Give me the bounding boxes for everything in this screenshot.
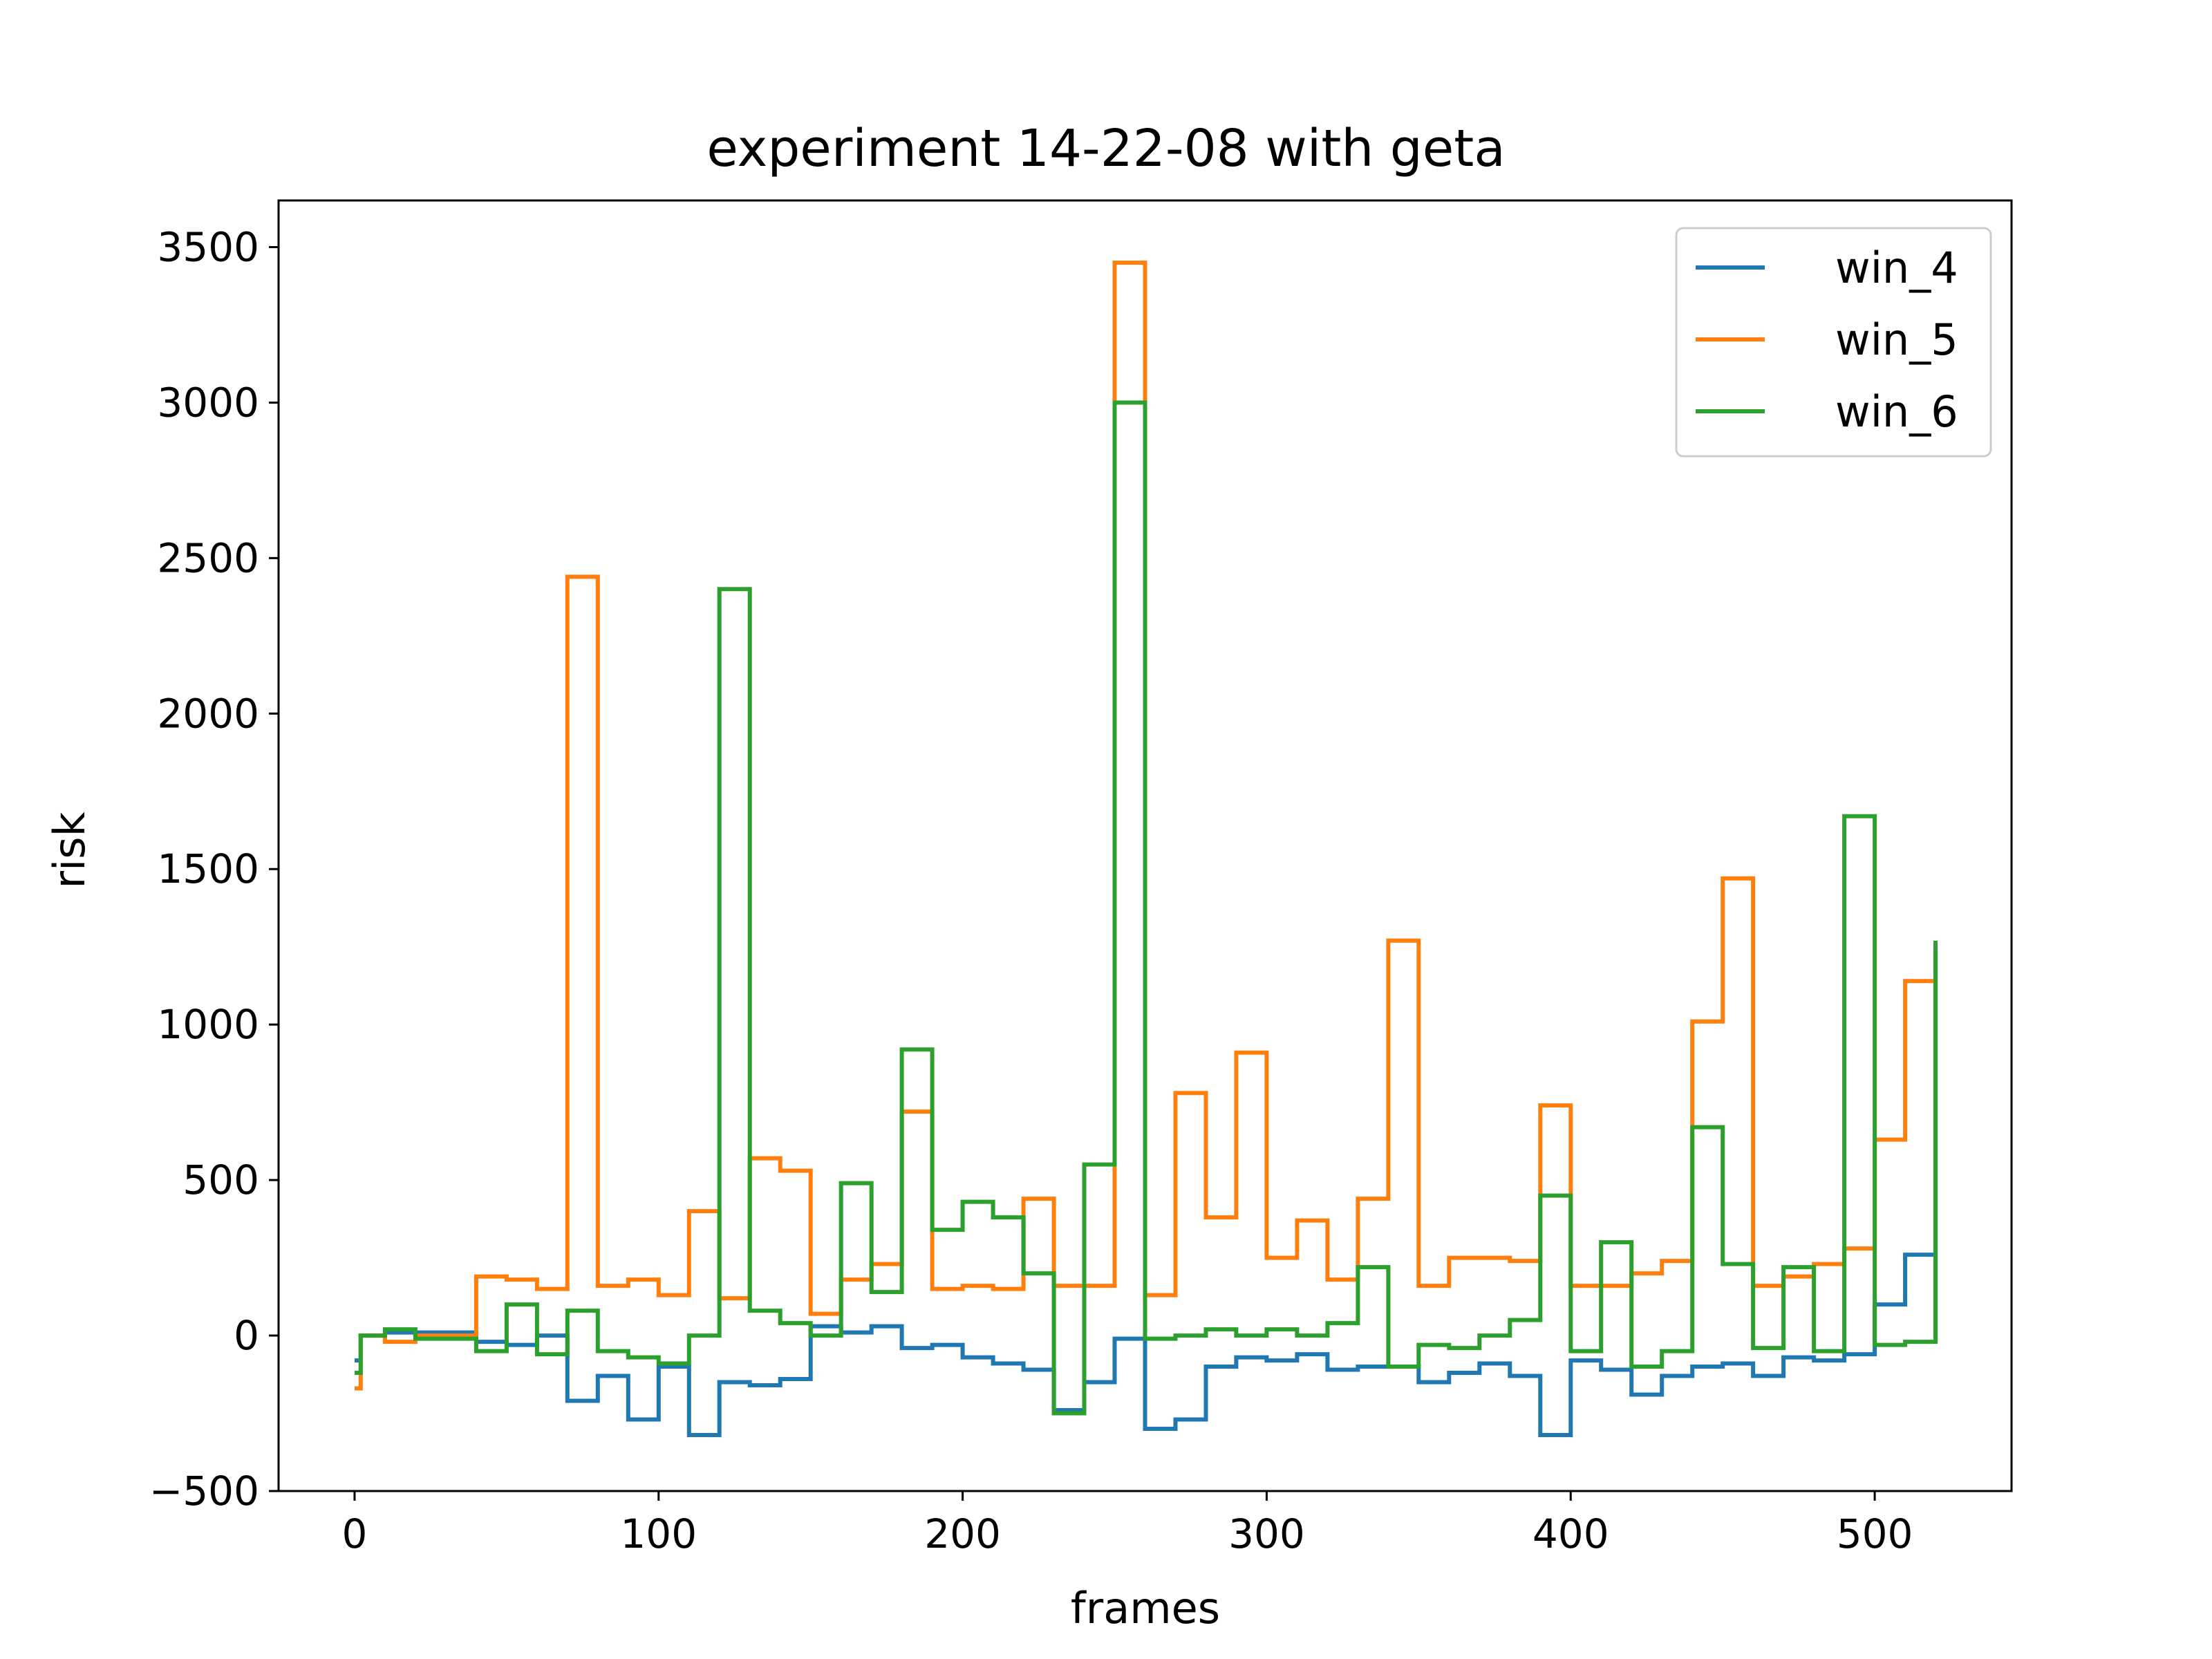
y-tick-label: −500 (149, 1468, 259, 1515)
legend-label: win_5 (1835, 315, 1958, 365)
y-tick-label: 3500 (157, 223, 259, 270)
legend-label: win_4 (1835, 243, 1958, 293)
y-tick-label: 500 (182, 1156, 259, 1203)
x-tick-label: 100 (620, 1510, 697, 1557)
chart-title: experiment 14-22-08 with geta (706, 119, 1505, 178)
x-axis: 0 100 200 300 400 500 (342, 1491, 1913, 1557)
y-tick-label: 0 (234, 1312, 259, 1359)
y-tick-label: 3000 (157, 379, 259, 426)
series-layer (355, 261, 1938, 1437)
y-axis: −500 0 500 1000 1500 2000 2500 3000 3500 (149, 223, 279, 1515)
series-line-win-4 (355, 1253, 1938, 1437)
x-tick-label: 300 (1228, 1510, 1305, 1557)
legend: win_4 win_5 win_6 (1675, 227, 1992, 458)
y-tick-label: 2500 (157, 534, 259, 581)
y-axis-label: risk (44, 812, 95, 888)
legend-box (1675, 227, 1992, 458)
plot-frame (277, 199, 2013, 1492)
x-tick-label: 400 (1533, 1510, 1609, 1557)
x-tick-label: 200 (924, 1510, 1001, 1557)
series-line-win-6 (355, 400, 1938, 1416)
x-tick-label: 0 (342, 1510, 368, 1557)
y-tick-label: 2000 (157, 690, 259, 737)
x-axis-label: frames (1071, 1583, 1220, 1633)
y-tick-label: 1000 (157, 1001, 259, 1048)
y-tick-label: 1500 (157, 845, 259, 892)
legend-label: win_6 (1835, 386, 1958, 437)
x-tick-label: 500 (1837, 1510, 1913, 1557)
